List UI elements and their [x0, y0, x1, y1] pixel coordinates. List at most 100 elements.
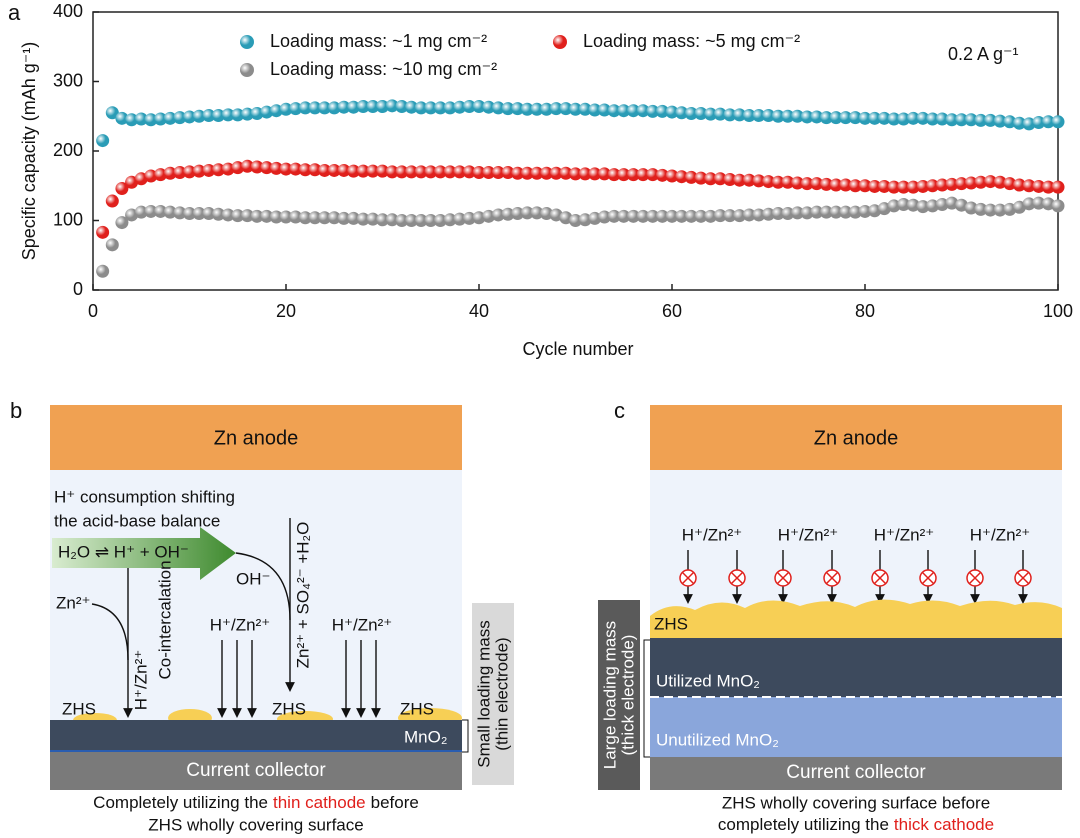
ion-label: H⁺/Zn²⁺ — [332, 615, 392, 634]
data-point — [96, 264, 110, 278]
data-point — [366, 100, 380, 114]
data-point — [376, 213, 389, 227]
data-point — [983, 113, 997, 127]
data-point — [404, 100, 418, 114]
data-point — [144, 204, 158, 218]
data-point — [472, 211, 486, 225]
data-point — [578, 213, 592, 227]
data-point — [935, 198, 949, 212]
data-point — [221, 208, 235, 222]
data-point — [327, 101, 341, 115]
data-point — [877, 111, 891, 125]
caption-highlight: thick cathode — [894, 815, 994, 834]
panel-label: c — [614, 398, 625, 423]
caption: completely utilizing the thick cathode — [718, 815, 994, 834]
data-point — [240, 159, 254, 173]
data-point — [868, 204, 882, 218]
data-point — [1012, 178, 1026, 192]
data-point — [240, 107, 254, 121]
data-point — [385, 165, 399, 179]
data-point — [134, 205, 148, 219]
side-label: Small loading mass — [474, 620, 493, 767]
block-sign — [968, 571, 982, 585]
data-point — [790, 109, 804, 123]
data-point — [646, 168, 660, 182]
ion-label: H⁺/Zn²⁺ — [778, 525, 838, 544]
data-point — [298, 211, 312, 225]
data-point — [443, 213, 457, 227]
data-point — [289, 210, 303, 224]
co-ion: H⁺/Zn²⁺ — [131, 650, 150, 710]
data-point — [347, 211, 361, 225]
data-point — [926, 199, 940, 213]
data-point — [356, 100, 370, 114]
data-point — [443, 165, 457, 179]
data-point — [858, 111, 872, 125]
data-point — [154, 204, 168, 218]
y-tick-label: 200 — [53, 140, 83, 160]
data-point — [935, 178, 949, 192]
data-point — [588, 211, 602, 225]
collector — [50, 752, 462, 790]
data-point — [453, 100, 467, 114]
data-point — [733, 108, 747, 122]
data-point — [781, 109, 795, 123]
data-point — [424, 214, 438, 227]
data-point — [356, 164, 370, 178]
data-point — [250, 106, 264, 120]
data-point — [916, 111, 930, 125]
x-tick-label: 100 — [1043, 301, 1073, 321]
legend-marker — [553, 35, 567, 49]
data-point — [569, 214, 582, 227]
data-point — [617, 168, 631, 182]
data-point — [752, 208, 766, 222]
data-point — [665, 169, 679, 183]
data-point — [858, 204, 872, 218]
data-point — [115, 111, 129, 125]
data-point — [858, 179, 872, 193]
data-point — [395, 165, 409, 179]
side-box — [598, 600, 640, 790]
data-point — [549, 102, 563, 116]
data-point — [713, 107, 727, 121]
data-point — [443, 101, 457, 115]
ion-label: H⁺/Zn²⁺ — [682, 525, 742, 544]
data-point — [260, 105, 274, 119]
data-point — [482, 166, 496, 180]
block-sign — [825, 571, 839, 585]
data-point — [192, 109, 206, 123]
y-tick-label: 400 — [53, 1, 83, 21]
blocked-arrows — [679, 550, 1032, 604]
data-point — [250, 209, 264, 223]
unutilized-cathode — [650, 697, 1062, 757]
data-point — [926, 179, 940, 193]
data-point — [96, 225, 110, 239]
data-point — [839, 178, 853, 192]
data-point — [694, 171, 708, 185]
data-point — [559, 166, 573, 180]
block-sign — [681, 571, 695, 585]
data-point — [154, 112, 168, 126]
data-point — [491, 208, 505, 222]
bracket — [462, 719, 469, 753]
data-point — [414, 214, 428, 227]
data-point — [626, 168, 640, 182]
data-point — [115, 216, 129, 230]
data-point — [569, 167, 582, 181]
legend-marker — [240, 35, 254, 49]
co-intercalation: Co-intercalation — [155, 560, 174, 679]
data-point — [105, 106, 119, 120]
data-point — [1012, 116, 1026, 130]
block-sign — [921, 571, 935, 585]
data-point — [327, 211, 341, 225]
data-point — [404, 214, 418, 227]
data-point — [945, 196, 959, 210]
utilized-cathode — [650, 638, 1062, 697]
data-point — [974, 202, 988, 216]
panel-label: b — [10, 398, 22, 423]
data-point — [337, 163, 351, 177]
caption-highlight: thin cathode — [273, 793, 366, 812]
data-point — [163, 111, 177, 125]
data-point — [366, 212, 380, 226]
